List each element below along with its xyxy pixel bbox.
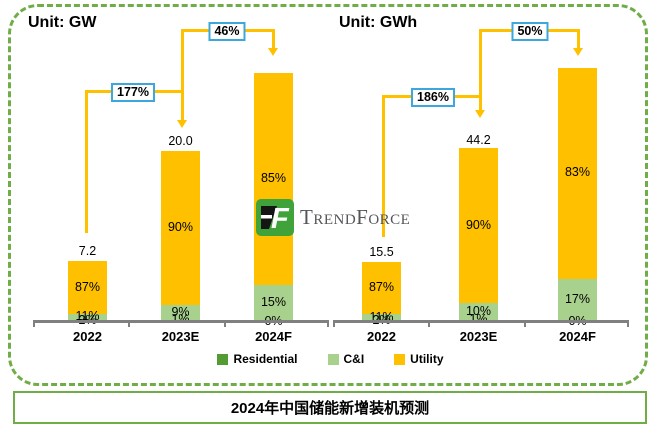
arrowhead-down-icon [177,120,187,128]
residential-swatch-icon [217,353,229,365]
bar-segment-utility [161,151,200,305]
growth-arrow-line [577,29,580,49]
bar-segment-ci [68,314,107,321]
trendforce-logo-icon: F [256,199,294,236]
segment-label-ci: 17% [564,292,591,307]
segment-label-utility: 83% [564,165,591,180]
growth-callout-46: 46% [208,22,246,41]
segment-label-ci: 9% [171,304,190,319]
growth-arrow-line [479,29,482,111]
segment-label-residential: 2% [372,313,390,327]
utility-swatch-icon [394,353,406,365]
stacked-bar-GWh-2022 [362,262,401,322]
bar-segment-ci [558,278,597,322]
figure-title: 2024年中国储能新增装机预测 [230,400,430,417]
bar-segment-ci [161,304,200,321]
stacked-bar-GWh-2023E [459,148,498,322]
legend-label: C&I [343,352,365,366]
growth-arrow-line [181,29,184,121]
legend-item-ci: C&I [327,352,365,366]
dashed-frame-border [8,4,648,386]
axis-tick [333,323,335,327]
axis-tick [627,323,629,327]
bar-total-label: 44.2 [466,133,491,147]
segment-label-residential: 2% [78,313,96,327]
stacked-bar-GW-2023E [161,151,200,322]
segment-label-ci: 11% [75,309,100,324]
x-label-2022: 2022 [367,329,396,344]
axis-tick [524,323,526,327]
x-axis-gwh [333,320,629,323]
growth-arrow-line [272,29,275,49]
growth-callout-177: 177% [111,83,155,102]
legend-item-residential: Residential [217,352,298,366]
legend-item-utility: Utility [394,352,444,366]
bar-total-label: 20.0 [168,134,193,148]
stacked-bar-GW-2024F [254,73,293,322]
bar-segment-utility [254,73,293,285]
x-label-2024f: 2024F [255,329,292,344]
trendforce-logo: F TrendForce [256,199,410,236]
x-label-2024f: 2024F [559,329,596,344]
segment-label-utility: 85% [260,170,287,185]
bar-segment-utility [558,68,597,279]
arrowhead-down-icon [268,48,278,56]
bar-total-label: 15.5 [369,245,394,259]
bar-segment-ci [362,314,401,321]
x-label-2023e: 2023E [161,329,200,344]
segment-label-utility: 90% [465,217,492,232]
stacked-bar-GW-2022 [68,261,107,322]
figure-title-box: 2024年中国储能新增装机预测 [13,391,647,424]
stacked-bar-GWh-2024F [558,68,597,322]
segment-label-ci: 10% [465,303,492,318]
bar-total-label: 7.2 [78,244,97,258]
legend: Residential C&I Utility [0,352,661,366]
segment-label-ci: 15% [260,295,287,310]
bar-segment-utility [459,148,498,304]
legend-label: Residential [233,352,298,366]
x-axis-gw [33,320,329,323]
axis-tick [327,323,329,327]
arrowhead-down-icon [573,48,583,56]
growth-arrow-line [85,91,88,233]
x-label-2022: 2022 [73,329,102,344]
growth-callout-186: 186% [411,88,455,107]
axis-tick [224,323,226,327]
axis-tick [128,323,130,327]
legend-label: Utility [410,352,444,366]
arrowhead-down-icon [475,110,485,118]
bar-segment-ci [254,284,293,322]
svg-text:F: F [271,203,290,235]
trendforce-logo-text: TrendForce [300,205,411,229]
bar-segment-ci [459,303,498,321]
segment-label-utility: 90% [167,219,194,234]
bar-segment-utility [362,262,401,315]
segment-label-utility: 87% [74,279,101,294]
unit-label-gwh: Unit: GWh [339,14,418,31]
x-label-2023e: 2023E [459,329,498,344]
unit-label-gw: Unit: GW [28,14,97,31]
axis-tick [428,323,430,327]
growth-callout-50: 50% [511,22,549,41]
axis-tick [33,323,35,327]
growth-arrow-line [382,96,385,237]
bar-segment-utility [68,261,107,315]
ci-swatch-icon [327,353,339,365]
segment-label-utility: 87% [368,280,395,295]
